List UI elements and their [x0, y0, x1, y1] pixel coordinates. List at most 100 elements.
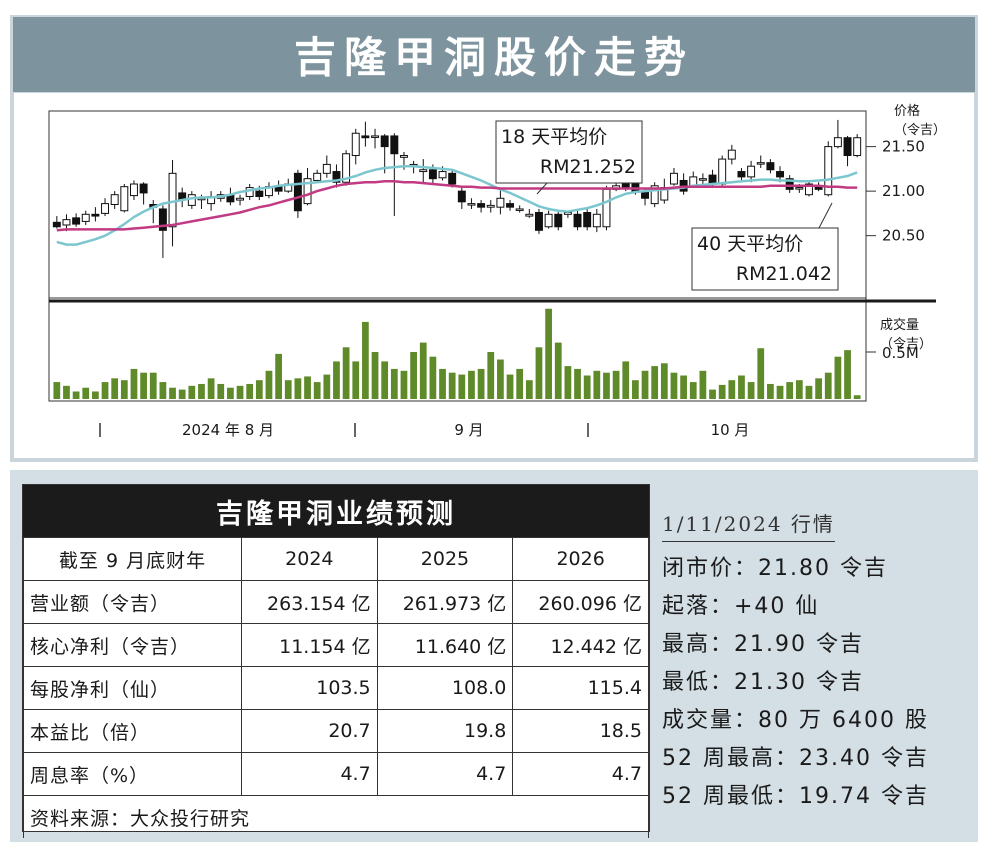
- volume-bar: [448, 372, 456, 399]
- candle-body: [833, 137, 842, 148]
- volume-bar: [342, 347, 350, 399]
- table-cell: 4.7: [241, 752, 378, 796]
- volume-bar: [632, 380, 639, 399]
- candle-body: [236, 197, 245, 201]
- candle-body: [467, 203, 476, 206]
- forecast-table: 截至 9 月底财年 2024 2025 2026 营业额（令吉） 263.154…: [23, 537, 649, 838]
- table-cell: 19.8: [376, 709, 514, 753]
- row-label: 本益比（倍）: [23, 709, 242, 753]
- volume-axis-label: （令吉）: [880, 337, 932, 352]
- candle-body: [650, 185, 659, 205]
- table-row: 营业额（令吉） 263.154 亿 261.973 亿 260.096 亿: [23, 580, 649, 624]
- volume-bar: [853, 395, 861, 399]
- candle-body: [120, 186, 129, 212]
- candle-body: [129, 183, 138, 197]
- ma40-callout: 40 天平均价 RM21.042: [691, 202, 839, 291]
- candle-body: [824, 146, 833, 196]
- volume-bar: [111, 378, 119, 399]
- volume-bar: [786, 382, 794, 399]
- close-price: 闭市价：21.80 令吉: [662, 556, 888, 581]
- volume-chart: [53, 308, 861, 399]
- market-date: 1/11/2024 行情: [662, 508, 835, 542]
- candle-body: [168, 172, 177, 228]
- candle-body: [438, 171, 447, 179]
- candle-body: [139, 183, 148, 194]
- volume-bar: [198, 383, 205, 399]
- y-tick-label: 21.50: [882, 138, 925, 156]
- candle-body: [718, 158, 727, 185]
- volume-bar: [844, 350, 851, 399]
- volume-bar: [92, 391, 99, 399]
- candle-body: [534, 212, 543, 231]
- candle-body: [506, 203, 515, 208]
- candle-body: [390, 135, 399, 155]
- volume-bar: [670, 372, 678, 399]
- volume-bar: [188, 385, 196, 399]
- y-axis-label: 价格: [894, 103, 920, 119]
- volume-bar: [651, 366, 659, 399]
- header-cell: 2026: [512, 537, 649, 581]
- volume-bar: [612, 370, 620, 399]
- candle-body: [747, 165, 756, 178]
- day-low: 最低：21.30 令吉: [662, 670, 864, 695]
- candle-body: [81, 213, 90, 222]
- candle-body: [853, 137, 862, 157]
- volume-bar: [622, 361, 630, 399]
- volume-bar: [101, 382, 109, 399]
- table-cell: 4.7: [512, 752, 649, 796]
- candle-body: [496, 197, 505, 208]
- volume-bar: [82, 387, 90, 399]
- candle-body: [804, 183, 813, 196]
- volume-bar: [294, 378, 302, 399]
- volume-bar: [525, 380, 533, 399]
- volume-bar: [593, 370, 601, 399]
- volume-bar: [767, 383, 774, 399]
- table-cell: 11.154 亿: [241, 623, 378, 667]
- price-chart: [52, 119, 862, 258]
- source-note: 资料来源：大众投行研究: [23, 795, 649, 838]
- candle-body: [110, 194, 119, 206]
- volume-bar: [757, 348, 765, 399]
- candle-body: [554, 213, 563, 228]
- volume-axis-label: 成交量: [880, 317, 919, 333]
- volume-bar: [554, 342, 562, 399]
- volume-traded: 成交量：80 万 6400 股: [662, 708, 929, 733]
- row-label: 每股净利（仙）: [23, 666, 242, 710]
- candle-body: [756, 162, 765, 165]
- candle-body: [602, 188, 611, 228]
- volume-bar: [362, 321, 369, 399]
- candle-body: [448, 172, 457, 185]
- volume-bar: [352, 361, 360, 399]
- candle-body: [766, 162, 775, 171]
- candle-body: [477, 203, 486, 208]
- volume-bar: [246, 383, 254, 399]
- volume-bar: [795, 380, 803, 399]
- volume-bar: [564, 366, 572, 399]
- candle-body: [101, 203, 110, 214]
- volume-bar: [699, 370, 707, 399]
- candle-body: [52, 221, 61, 228]
- header-cell: 2025: [376, 537, 514, 581]
- candle-body: [776, 171, 785, 178]
- volume-bar: [718, 384, 726, 399]
- volume-bar: [207, 378, 215, 399]
- candle-body: [573, 213, 582, 228]
- ma18-callout: 18 天平均价 RM21.252: [495, 120, 643, 195]
- table-cell: 18.5: [512, 709, 649, 753]
- table-cell: 11.640 亿: [376, 623, 514, 667]
- volume-bar: [516, 368, 524, 399]
- volume-bar: [709, 389, 716, 399]
- x-axis-label: 9 月: [454, 421, 483, 439]
- ma40-value: RM21.042: [736, 263, 832, 285]
- volume-bar: [603, 372, 610, 399]
- volume-bar: [429, 356, 437, 399]
- table-row: 每股净利（仙） 103.5 108.0 115.4: [23, 666, 649, 710]
- volume-bar: [419, 342, 427, 399]
- page-title: 吉隆甲洞股价走势: [293, 33, 694, 82]
- candle-body: [457, 190, 466, 203]
- table-row: 本益比（倍） 20.7 19.8 18.5: [23, 709, 649, 753]
- volume-bar: [805, 385, 813, 399]
- volume-bar: [660, 363, 668, 399]
